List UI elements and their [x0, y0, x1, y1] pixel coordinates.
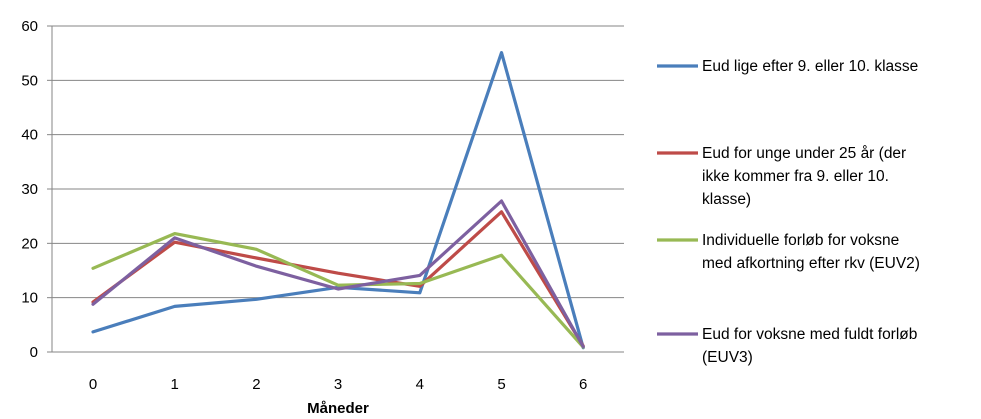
y-tick-label: 30	[21, 181, 38, 198]
y-tick-label: 60	[21, 18, 38, 35]
series-lines	[91, 50, 585, 350]
series-line-4	[91, 199, 585, 349]
gridlines	[52, 25, 624, 299]
legend-label-3: Individuelle forløb for voksne med afkort…	[702, 232, 920, 272]
series-line-1	[91, 50, 585, 350]
legend-label-line: Eud lige efter 9. eller 10. klasse	[702, 58, 918, 75]
x-tick-label: 6	[579, 376, 587, 393]
legend-label-line: med afkortning efter rkv (EUV2)	[702, 255, 920, 272]
y-tick-label: 10	[21, 290, 38, 307]
x-tick-label: 0	[89, 376, 97, 393]
legend-label-4: Eud for voksne med fuldt forløb (EUV3)	[702, 326, 917, 366]
x-tick-label: 1	[171, 376, 179, 393]
legend-label-2: Eud for unge under 25 år (der ikke kommer…	[702, 145, 906, 208]
legend-label-line: ikke kommer fra 9. eller 10.	[702, 168, 889, 185]
x-axis-title: Måneder	[307, 400, 369, 417]
legend-label-line: Eud for unge under 25 år (der	[702, 145, 906, 162]
y-tick-label: 50	[21, 72, 38, 89]
legend: Eud lige efter 9. eller 10. klasse Eud fo…	[657, 58, 920, 366]
x-tick-label: 5	[497, 376, 505, 393]
x-tick-label: 2	[252, 376, 260, 393]
x-tick-label: 3	[334, 376, 342, 393]
y-tick-label: 40	[21, 127, 38, 144]
x-tick-label: 4	[416, 376, 424, 393]
legend-label-line: klasse)	[702, 191, 751, 208]
y-tick-label: 20	[21, 235, 38, 252]
legend-label-line: (EUV3)	[702, 349, 753, 366]
axes	[47, 25, 624, 353]
y-tick-label: 0	[30, 344, 38, 361]
legend-label-line: Eud for voksne med fuldt forløb	[702, 326, 917, 343]
series-line-2	[91, 210, 585, 348]
legend-label-line: Individuelle forløb for voksne	[702, 232, 899, 249]
x-axis-tick-labels: 0 1 2 3 4 5 6	[89, 376, 588, 393]
y-axis-tick-labels: 0 10 20 30 40 50 60	[21, 18, 38, 361]
series-line-3	[91, 232, 585, 349]
legend-label-1: Eud lige efter 9. eller 10. klasse	[702, 58, 918, 75]
